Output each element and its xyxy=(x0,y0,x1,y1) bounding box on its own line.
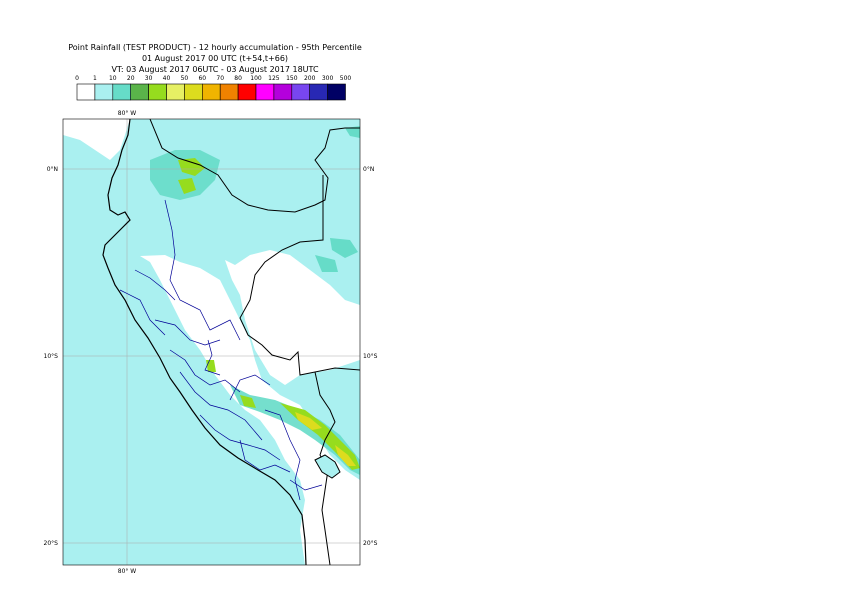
lat-label-right-10s: 10°S xyxy=(363,353,378,360)
national-border-3 xyxy=(314,371,336,565)
dry-land-area-3 xyxy=(225,250,360,385)
color-legend: 0 1 10 20 30 40 50 60 70 80 100 125 150 200 300 500 xyxy=(75,75,352,101)
dry-land-area-2 xyxy=(63,119,130,160)
rain-heavy-south xyxy=(240,395,256,408)
map-frame xyxy=(62,118,361,566)
national-border-2 xyxy=(239,175,360,376)
lat-label-left-10s: 10°S xyxy=(44,353,59,360)
rain-band-andes xyxy=(230,385,360,475)
legend-threshold-label: 300 xyxy=(322,75,334,82)
legend-threshold-label: 125 xyxy=(268,75,280,82)
lat-label-left-20s: 20°S xyxy=(44,540,59,547)
legend-threshold-label: 10 xyxy=(109,75,117,82)
national-border xyxy=(149,119,360,213)
legend-threshold-label: 1 xyxy=(93,75,97,82)
rain-heavy-north xyxy=(178,158,205,176)
base-time-label: 01 August 2017 00 UTC (t+54,t+66) xyxy=(141,54,289,63)
legend-threshold-label: 50 xyxy=(181,75,189,82)
rain-heavier-andes-2 xyxy=(335,445,356,466)
dry-land-area xyxy=(140,255,360,565)
lake-titicaca xyxy=(314,454,341,479)
legend-threshold-label: 40 xyxy=(163,75,171,82)
rain-heavier-andes xyxy=(295,412,322,430)
legend-threshold-label: 80 xyxy=(234,75,242,82)
chart-title: Point Rainfall (TEST PRODUCT) - 12 hourl… xyxy=(68,43,362,52)
rain-band-north xyxy=(150,150,220,200)
rain-patch-east-2 xyxy=(315,255,338,272)
rain-patch-topright xyxy=(345,126,360,138)
legend-threshold-label: 200 xyxy=(304,75,316,82)
legend-threshold-label: 70 xyxy=(216,75,224,82)
legend-threshold-label: 20 xyxy=(127,75,135,82)
lat-label-left-0: 0°N xyxy=(47,166,58,173)
legend-threshold-label: 0 xyxy=(75,75,79,82)
legend-threshold-label: 60 xyxy=(198,75,206,82)
valid-time-label: VT: 03 August 2017 06UTC - 03 August 201… xyxy=(111,65,319,74)
legend-threshold-label: 30 xyxy=(145,75,153,82)
legend-threshold-label: 500 xyxy=(340,75,352,82)
legend-threshold-label: 150 xyxy=(286,75,298,82)
admin-borders xyxy=(119,199,323,501)
legend-threshold-label: 100 xyxy=(250,75,262,82)
rain-heavy-north-2 xyxy=(178,178,196,194)
lat-label-right-0: 0°N xyxy=(363,166,374,173)
lon-label-top: 80° W xyxy=(118,110,137,117)
coastline xyxy=(102,119,307,565)
legend-swatch xyxy=(327,83,346,101)
lat-label-right-20s: 20°S xyxy=(363,540,378,547)
rain-patch-east xyxy=(330,238,358,258)
lon-label-bottom: 80° W xyxy=(118,568,137,575)
